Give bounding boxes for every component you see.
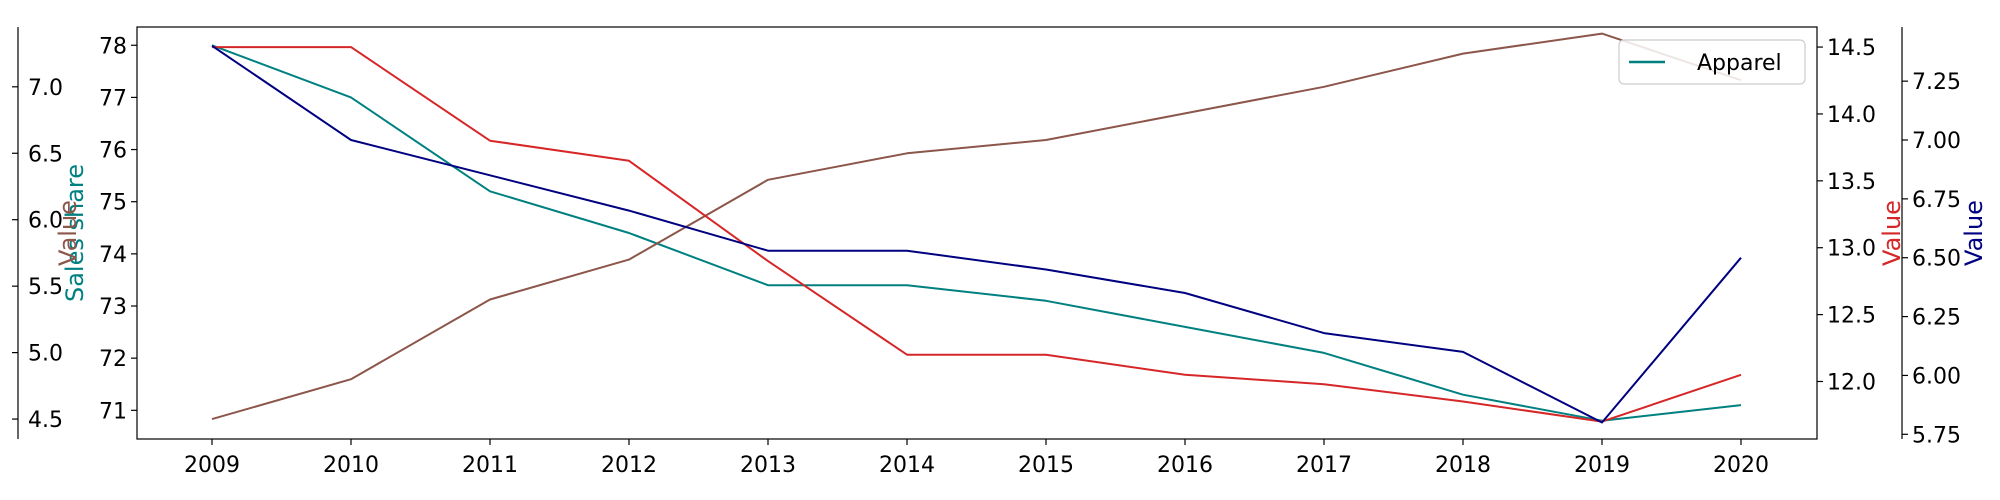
right-outer-tick-label: 5.75 — [1912, 423, 1961, 448]
x-tick-label: 2018 — [1435, 453, 1491, 478]
legend-box — [1618, 39, 1806, 85]
series-line-3 — [212, 46, 1742, 423]
right-inner-tick-label: 12.5 — [1827, 304, 1876, 329]
left-outer-tick-label: 5.5 — [28, 275, 63, 300]
left-inner-tick-label: 72 — [99, 347, 127, 372]
x-tick-label: 2014 — [879, 453, 935, 478]
series-line-4 — [211, 44, 1742, 424]
left-outer-axis-label: Value — [54, 200, 82, 266]
x-tick-label: 2016 — [1157, 453, 1213, 478]
left-inner-tick-label: 75 — [99, 191, 127, 216]
left-inner-tick-label: 78 — [99, 34, 127, 59]
left-outer-tick-label: 6.5 — [28, 142, 63, 167]
left-inner-axis-label: Sales share — [61, 164, 89, 302]
x-tick-label: 2010 — [323, 453, 379, 478]
axes-group: 2009 2010 2011 2012 2013 2014 2015 2016 2017 2018… — [12, 27, 1988, 478]
left-inner-tick-label: 74 — [99, 243, 127, 268]
left-outer-tick-label: 5.0 — [28, 342, 63, 367]
left-inner-tick-label: 73 — [99, 295, 127, 320]
x-tick-label: 2017 — [1296, 453, 1352, 478]
left-inner-tick-label: 77 — [99, 86, 127, 111]
left-inner-tick-label: 76 — [99, 139, 127, 164]
right-outer-tick-label: 6.00 — [1912, 364, 1961, 389]
x-tick-label: 2020 — [1713, 453, 1769, 478]
right-inner-tick-label: 14.0 — [1827, 103, 1876, 128]
left-outer-tick-label: 7.0 — [28, 76, 63, 101]
right-inner-tick-label: 13.5 — [1827, 170, 1876, 195]
series-line-1 — [211, 44, 1742, 422]
right-outer-tick-label: 6.25 — [1912, 306, 1961, 331]
right-inner-tick-label: 13.0 — [1827, 237, 1876, 262]
left-inner-tick-label: 71 — [99, 399, 127, 424]
right-outer-tick-label: 6.75 — [1912, 188, 1961, 213]
x-tick-label: 2012 — [601, 453, 657, 478]
left-outer-tick-label: 6.0 — [28, 209, 63, 234]
right-inner-tick-label: 14.5 — [1827, 36, 1876, 61]
right-outer-tick-label: 6.50 — [1912, 247, 1961, 272]
x-tick-label: 2013 — [740, 453, 796, 478]
series-group — [211, 32, 1742, 424]
x-tick-label: 2009 — [184, 453, 240, 478]
legend: Apparel — [1618, 39, 1806, 85]
series-line-2 — [211, 32, 1742, 421]
plot-frame — [136, 26, 1818, 440]
right-inner-axis-label: Value — [1878, 200, 1906, 266]
plot-area — [136, 26, 1818, 440]
x-tick-label: 2015 — [1018, 453, 1074, 478]
right-inner-tick-label: 12.0 — [1827, 370, 1876, 395]
x-tick-label: 2011 — [462, 453, 518, 478]
legend-entry-label: Apparel — [1697, 51, 1782, 76]
right-outer-tick-label: 7.00 — [1912, 129, 1961, 154]
right-outer-axis-label: Value — [1960, 200, 1988, 266]
right-outer-tick-label: 7.25 — [1912, 70, 1961, 95]
left-outer-tick-label: 4.5 — [28, 408, 63, 433]
x-tick-label: 2019 — [1574, 453, 1630, 478]
